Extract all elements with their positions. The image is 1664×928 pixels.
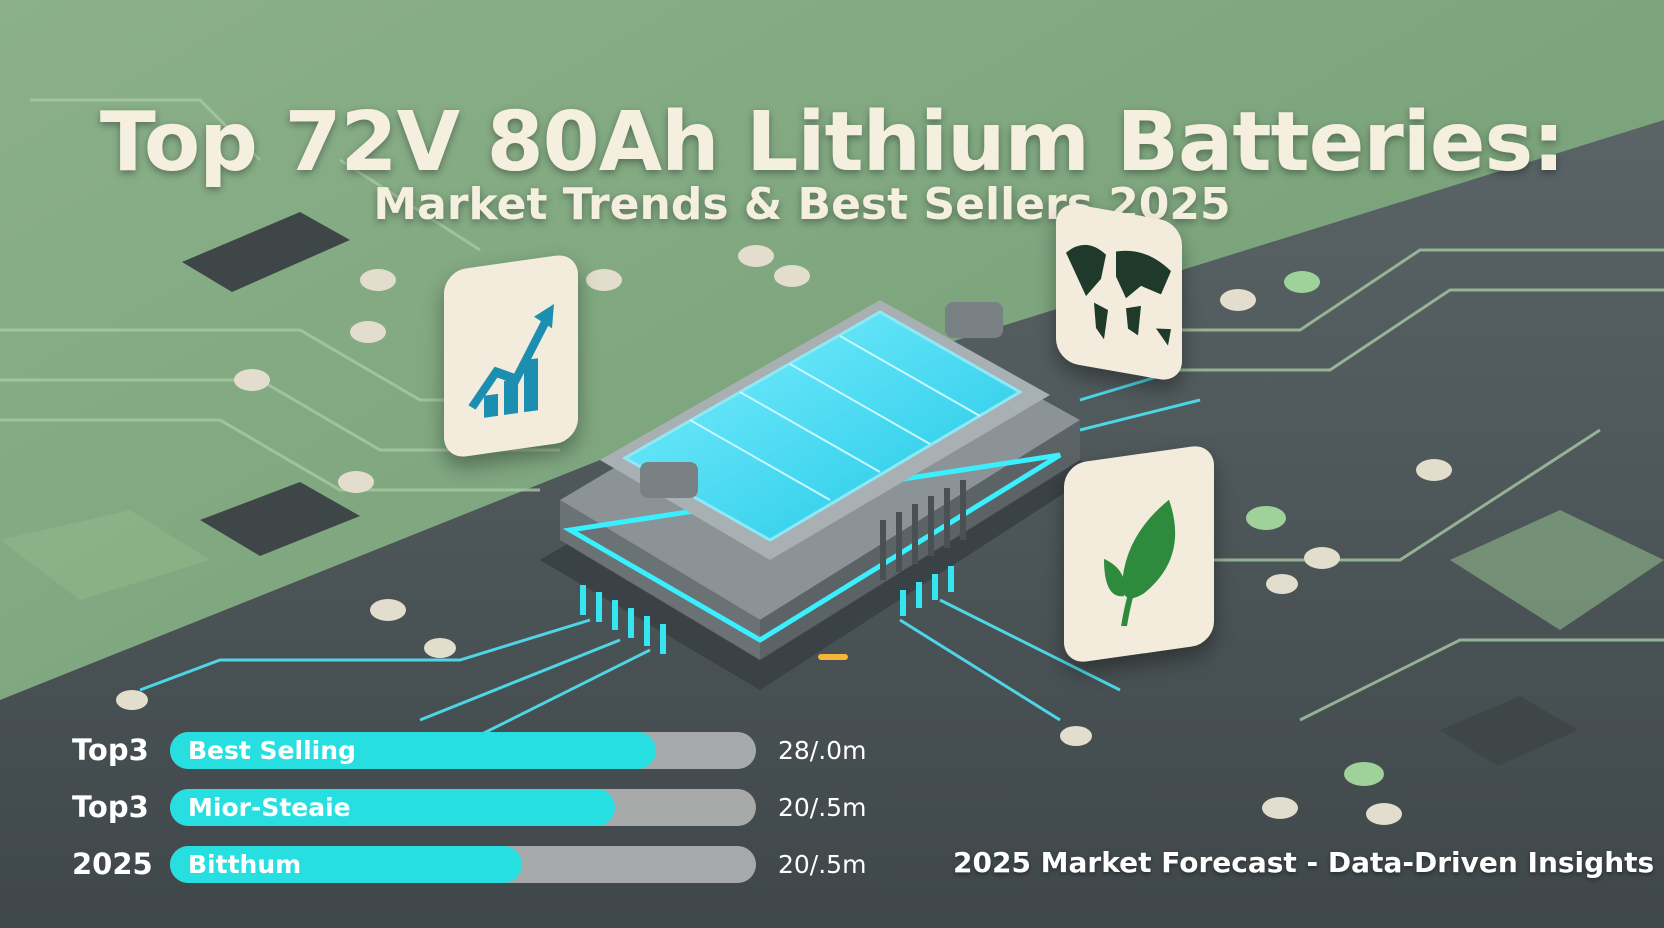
bar-row: 2025 Bitthum 20/.5m: [72, 845, 866, 883]
bar-value: 28/.0m: [778, 735, 867, 765]
bar-row-label: Top3: [72, 733, 149, 767]
main-title: Top 72V 80Ah Lithium Batteries:: [99, 94, 1565, 190]
bar-row-label: Top3: [72, 790, 149, 824]
bar-text: Best Selling: [188, 735, 356, 765]
growth-chart-icon: [468, 303, 554, 418]
footer-caption: 2025 Market Forecast - Data-Driven Insig…: [953, 846, 1655, 879]
bar-row: Top3 Best Selling 28/.0m: [72, 731, 866, 769]
bar-value: 20/.5m: [778, 792, 867, 822]
bar-text: Bitthum: [188, 849, 302, 879]
bar-value: 20/.5m: [778, 849, 867, 879]
world-map-icon: [1066, 244, 1171, 346]
bar-fill: [170, 845, 522, 883]
growth-chart-tile: [444, 252, 578, 460]
bar-track: Bitthum: [170, 845, 756, 883]
leaf-icon: [1104, 499, 1176, 627]
bar-fill: [170, 788, 616, 826]
battery-illustration: [540, 300, 1100, 690]
bar-fill: [170, 731, 657, 769]
bar-row-label: 2025: [72, 847, 153, 881]
bar-track: Mior-Steaie: [170, 788, 756, 826]
bar-track: Best Selling: [170, 731, 756, 769]
subtitle: Market Trends & Best Sellers 2025: [373, 178, 1231, 230]
leaf-tile: [1064, 443, 1214, 665]
bar-row: Top3 Mior-Steaie 20/.5m: [72, 788, 866, 826]
world-map-tile: [1056, 200, 1182, 384]
bar-text: Mior-Steaie: [188, 792, 351, 822]
